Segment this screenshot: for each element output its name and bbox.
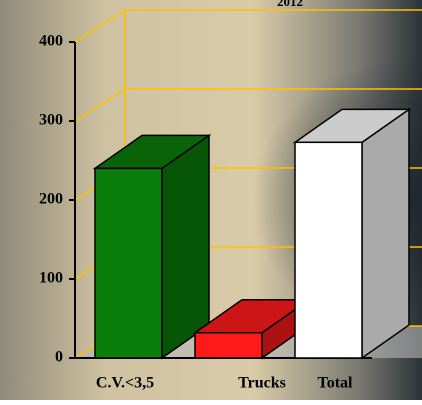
bar — [194, 331, 263, 359]
y-tick-label: 300 — [39, 112, 63, 129]
bar-side — [161, 133, 210, 360]
y-tick-label: 100 — [39, 270, 63, 287]
chart-title: 2012 — [277, 0, 303, 9]
bar — [294, 141, 363, 359]
x-tick-label: Total — [318, 375, 354, 392]
y-tick-label: 0 — [55, 349, 63, 366]
y-tick-label: 200 — [39, 191, 63, 208]
x-tick-label: Trucks — [238, 375, 286, 392]
x-tick-label: C.V.<3,5 — [96, 375, 154, 392]
bar-side — [361, 107, 410, 360]
y-tick-label: 400 — [39, 33, 63, 50]
bar — [94, 167, 163, 359]
